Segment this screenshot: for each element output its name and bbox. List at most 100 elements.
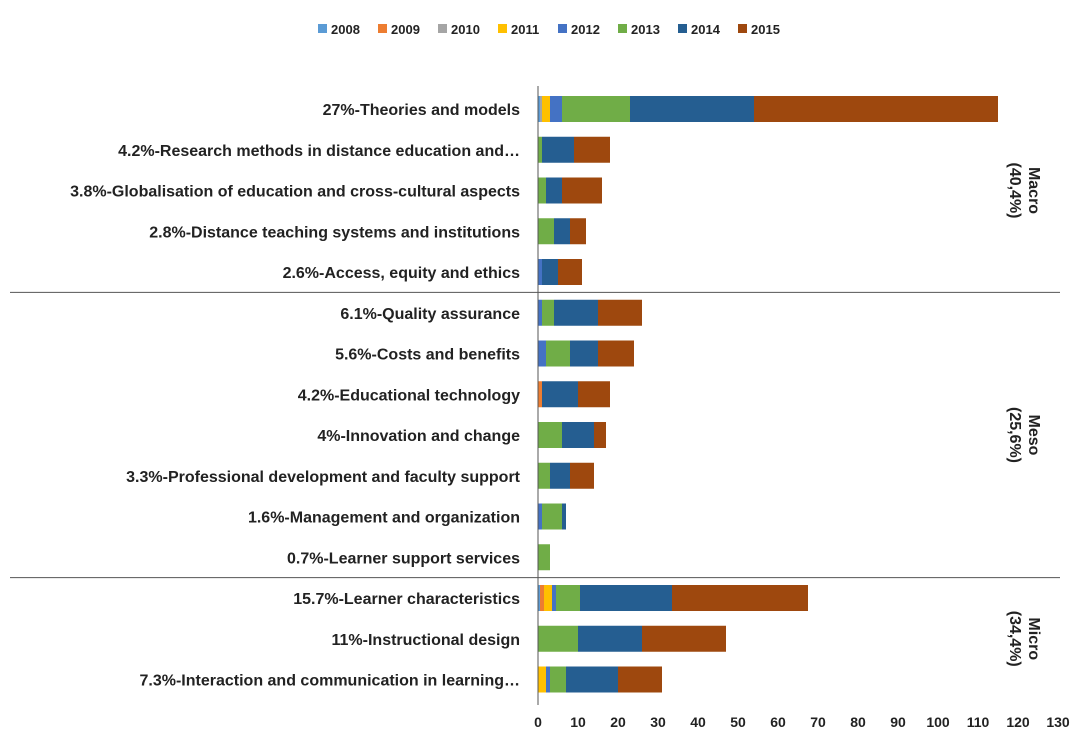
category-label-3: 3.8%-Globalisation of education and cros… (70, 184, 520, 201)
legend-label-2009: 2009 (391, 22, 420, 37)
bar-segment-2014-row-13 (580, 585, 672, 611)
bar-segment-2008-row-1 (538, 96, 540, 122)
legend-swatch-2015 (738, 24, 747, 33)
bar-segment-2012-row-6 (538, 299, 542, 326)
category-label-7: 5.6%-Costs and benefits (335, 347, 520, 364)
group-label-share: (25,6%) (1006, 407, 1023, 463)
x-tick-label-30: 30 (650, 714, 666, 730)
category-label-2: 4.2%-Research methods in distance educat… (118, 143, 520, 160)
x-tick-label-130: 130 (1046, 714, 1070, 730)
bar-segment-2015-row-8 (578, 381, 610, 408)
category-label-10: 3.3%-Professional development and facult… (126, 469, 521, 486)
bar-segment-2012-row-15 (546, 666, 550, 693)
bar-segment-2011-row-15 (538, 666, 546, 693)
bar-segment-2015-row-7 (598, 340, 634, 367)
category-label-11: 1.6%-Management and organization (248, 510, 520, 527)
legend-label-2014: 2014 (691, 22, 721, 37)
group-label-1: Macro(40,4%) (1006, 162, 1042, 218)
bar-segment-2011-row-1 (542, 96, 550, 122)
x-tick-label-50: 50 (730, 714, 746, 730)
category-label-15: 7.3%-Interaction and communication in le… (140, 673, 521, 690)
bar-segment-2015-row-6 (598, 299, 642, 326)
x-tick-label-40: 40 (690, 714, 706, 730)
bar-segment-2014-row-1 (630, 96, 754, 122)
group-label-2: Meso(25,6%) (1006, 407, 1042, 463)
category-label-14: 11%-Instructional design (332, 632, 520, 649)
bar-segment-2015-row-3 (562, 177, 602, 204)
bar-segment-2015-row-1 (754, 96, 998, 122)
x-tick-label-120: 120 (1006, 714, 1030, 730)
x-tick-label-60: 60 (770, 714, 786, 730)
bar-segment-2014-row-2 (542, 136, 574, 163)
bars (538, 96, 998, 693)
bar-segment-2015-row-4 (570, 218, 586, 245)
x-tick-label-110: 110 (967, 714, 990, 730)
legend-swatch-2014 (678, 24, 687, 33)
category-label-6: 6.1%-Quality assurance (340, 306, 520, 323)
group-labels: Macro(40,4%) Meso(25,6%) Micro(34,4%) (1006, 162, 1042, 666)
group-label-name: Meso (1025, 415, 1042, 456)
bar-segment-2014-row-15 (566, 666, 618, 693)
legend-label-2010: 2010 (451, 22, 480, 37)
group-label-share: (34,4%) (1006, 611, 1023, 667)
bar-segment-2013-row-2 (538, 136, 542, 163)
bar-segment-2013-row-6 (542, 299, 554, 326)
category-label-12: 0.7%-Learner support services (287, 550, 520, 567)
bar-segment-2015-row-9 (594, 422, 606, 448)
bar-segment-2013-row-9 (538, 422, 562, 448)
group-label-name: Micro (1025, 617, 1042, 660)
legend-label-2012: 2012 (571, 22, 600, 37)
x-tick-label-90: 90 (890, 714, 906, 730)
bar-segment-2013-row-3 (538, 177, 546, 204)
bar-segment-2013-row-4 (538, 218, 554, 245)
x-tick-label-0: 0 (534, 714, 542, 730)
category-label-13: 15.7%-Learner characteristics (293, 591, 520, 608)
legend-label-2015: 2015 (751, 22, 780, 37)
x-tick-label-20: 20 (610, 714, 626, 730)
legend-swatch-2010 (438, 24, 447, 33)
bar-segment-2014-row-3 (546, 177, 562, 204)
category-label-1: 27%-Theories and models (323, 102, 520, 119)
group-label-name: Macro (1025, 167, 1042, 214)
x-tick-label-10: 10 (570, 714, 586, 730)
bar-segment-2014-row-5 (542, 259, 558, 285)
category-label-8: 4.2%-Educational technology (298, 387, 520, 404)
bar-segment-2012-row-11 (538, 503, 542, 530)
bar-segment-2014-row-8 (542, 381, 578, 408)
bar-segment-2013-row-13 (556, 585, 580, 611)
bar-segment-2009-row-8 (538, 381, 542, 408)
group-label-3: Micro(34,4%) (1006, 611, 1042, 667)
bar-segment-2013-row-1 (562, 96, 630, 122)
bar-segment-2015-row-5 (558, 259, 582, 285)
bar-segment-2013-row-14 (538, 625, 578, 652)
category-label-5: 2.6%-Access, equity and ethics (283, 265, 521, 282)
bar-segment-2013-row-10 (538, 462, 550, 489)
bar-segment-2014-row-6 (554, 299, 598, 326)
legend-swatch-2008 (318, 24, 327, 33)
legend-swatch-2009 (378, 24, 387, 33)
bar-segment-2014-row-4 (554, 218, 570, 245)
bar-segment-2012-row-7 (538, 340, 546, 367)
bar-segment-2013-row-12 (538, 544, 550, 571)
bar-segment-2015-row-14 (642, 625, 726, 652)
bar-segment-2012-row-13 (552, 585, 556, 611)
group-label-share: (40,4%) (1006, 162, 1023, 218)
x-tick-label-100: 100 (926, 714, 950, 730)
bar-segment-2015-row-15 (618, 666, 662, 693)
legend-swatch-2011 (498, 24, 507, 33)
bar-segment-2013-row-11 (542, 503, 562, 530)
bar-segment-2014-row-14 (578, 625, 642, 652)
bar-segment-2014-row-11 (562, 503, 566, 530)
category-label-9: 4%-Innovation and change (317, 428, 520, 445)
legend-label-2008: 2008 (331, 22, 360, 37)
bar-segment-2013-row-7 (546, 340, 570, 367)
bar-segment-2012-row-5 (538, 259, 542, 285)
x-axis-tick-labels: 0 10 20 30 40 50 60 70 80 90 100 110 120 130 (534, 714, 1070, 730)
bar-segment-2014-row-9 (562, 422, 594, 448)
x-tick-label-70: 70 (810, 714, 826, 730)
bar-segment-2015-row-13 (672, 585, 808, 611)
bar-segment-2015-row-10 (570, 462, 594, 489)
x-tick-label-80: 80 (850, 714, 866, 730)
bar-segment-2014-row-10 (550, 462, 570, 489)
